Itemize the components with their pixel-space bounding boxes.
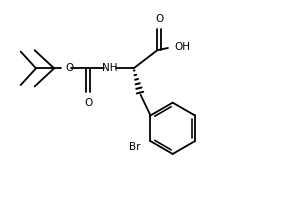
Text: O: O — [66, 63, 74, 73]
Text: NH: NH — [102, 63, 118, 73]
Text: O: O — [155, 14, 163, 24]
Text: O: O — [84, 98, 92, 108]
Text: Br: Br — [129, 142, 141, 152]
Text: OH: OH — [175, 42, 191, 52]
